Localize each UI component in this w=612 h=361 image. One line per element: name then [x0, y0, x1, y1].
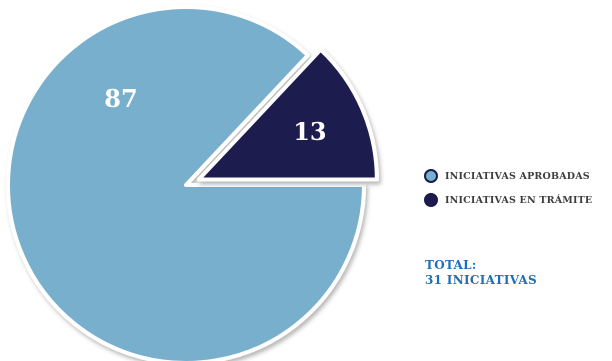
pie-slice-0: [6, 5, 366, 361]
legend-label-tramite: INICIATIVAS EN TRÁMITE: [445, 194, 593, 206]
legend-label-aprobadas: INICIATIVAS APROBADAS: [445, 170, 590, 182]
total-label: TOTAL:: [425, 258, 477, 272]
legend-swatch-aprobadas: [424, 169, 438, 183]
pie-slices: [6, 5, 379, 361]
legend-swatch-tramite: [424, 193, 438, 207]
pie-slice-value-1: 13: [293, 117, 326, 146]
pie-slice-1: [196, 47, 379, 182]
total-value: 31 INICIATIVAS: [425, 273, 537, 287]
pie-slice-value-0: 87: [104, 84, 137, 113]
pie-slice-labels: 87 13: [104, 84, 326, 146]
legend-item-tramite: INICIATIVAS EN TRÁMITE: [424, 191, 592, 209]
legend: INICIATIVAS APROBADAS INICIATIVAS EN TRÁ…: [424, 167, 592, 215]
total-summary: TOTAL: 31 INICIATIVAS: [425, 258, 537, 288]
legend-item-aprobadas: INICIATIVAS APROBADAS: [424, 167, 592, 185]
